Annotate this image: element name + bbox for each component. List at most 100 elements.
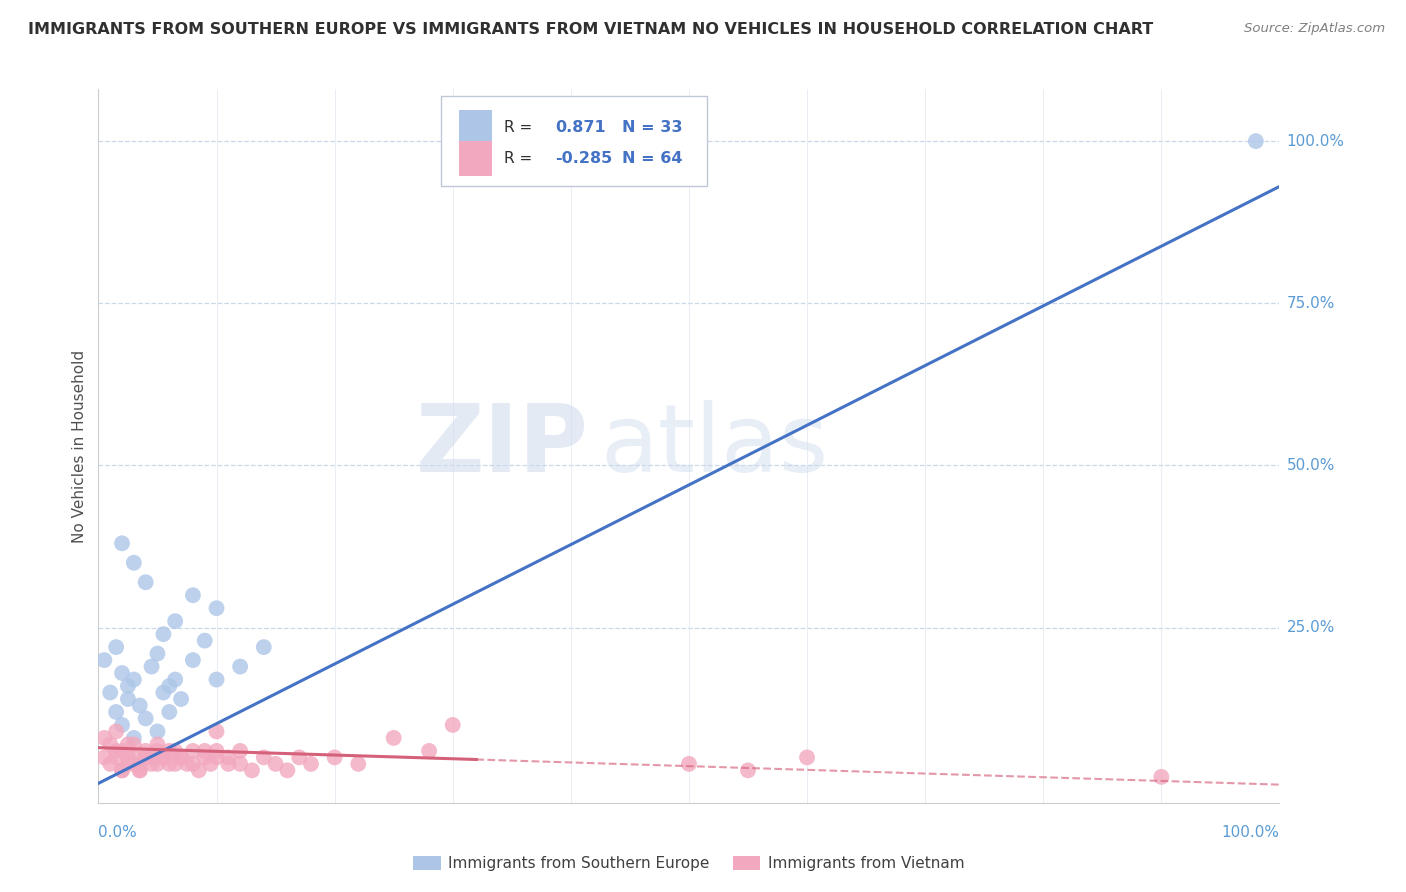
Point [382, 731, 405, 745]
Point [217, 756, 239, 771]
Point [264, 756, 287, 771]
Point [181, 756, 204, 771]
Point [146, 738, 169, 752]
Point [111, 764, 134, 778]
Point [128, 698, 150, 713]
Point [122, 738, 145, 752]
Point [128, 764, 150, 778]
Point [1244, 134, 1267, 148]
FancyBboxPatch shape [458, 110, 492, 145]
Point [157, 756, 180, 771]
Point [157, 679, 180, 693]
Text: IMMIGRANTS FROM SOUTHERN EUROPE VS IMMIGRANTS FROM VIETNAM NO VEHICLES IN HOUSEH: IMMIGRANTS FROM SOUTHERN EUROPE VS IMMIG… [28, 22, 1153, 37]
Point [152, 750, 174, 764]
Point [205, 724, 228, 739]
Point [205, 601, 228, 615]
Point [135, 711, 157, 725]
Point [165, 614, 187, 628]
Point [157, 705, 180, 719]
Text: 100.0%: 100.0% [1222, 825, 1279, 840]
Point [796, 750, 818, 764]
Point [111, 536, 134, 550]
Point [187, 764, 209, 778]
FancyBboxPatch shape [458, 141, 492, 176]
Point [93, 653, 115, 667]
Point [117, 756, 139, 771]
Point [205, 750, 228, 764]
Point [323, 750, 346, 764]
Point [194, 744, 217, 758]
Point [122, 556, 145, 570]
Point [117, 738, 139, 752]
Point [240, 764, 263, 778]
Point [98, 685, 121, 699]
Point [165, 673, 187, 687]
Point [105, 750, 128, 764]
Point [122, 673, 145, 687]
Point [299, 756, 322, 771]
Point [170, 692, 193, 706]
Point [141, 756, 163, 771]
Point [111, 764, 134, 778]
Point [229, 659, 252, 673]
Point [146, 647, 169, 661]
Point [288, 750, 311, 764]
Legend: Immigrants from Southern Europe, Immigrants from Vietnam: Immigrants from Southern Europe, Immigra… [408, 850, 970, 877]
Text: 0.871: 0.871 [555, 120, 606, 135]
Point [105, 744, 128, 758]
Point [93, 750, 115, 764]
Point [117, 750, 139, 764]
Text: ZIP: ZIP [416, 400, 589, 492]
Point [205, 744, 228, 758]
Point [176, 756, 198, 771]
Point [141, 659, 163, 673]
Text: R =: R = [503, 120, 531, 135]
Point [111, 718, 134, 732]
Point [146, 744, 169, 758]
Point [98, 756, 121, 771]
Text: Source: ZipAtlas.com: Source: ZipAtlas.com [1244, 22, 1385, 36]
Point [146, 724, 169, 739]
Point [122, 756, 145, 771]
Point [146, 756, 169, 771]
Point [152, 627, 174, 641]
Point [194, 750, 217, 764]
Text: R =: R = [503, 151, 531, 166]
Text: 100.0%: 100.0% [1286, 134, 1344, 149]
Point [141, 750, 163, 764]
Point [152, 685, 174, 699]
Point [105, 640, 128, 654]
Point [181, 653, 204, 667]
Point [122, 750, 145, 764]
Point [117, 679, 139, 693]
Point [111, 666, 134, 681]
Point [253, 640, 276, 654]
Point [93, 731, 115, 745]
Point [128, 756, 150, 771]
Text: N = 64: N = 64 [621, 151, 682, 166]
Point [347, 756, 370, 771]
Point [135, 750, 157, 764]
Point [253, 750, 276, 764]
Point [117, 692, 139, 706]
Text: 75.0%: 75.0% [1286, 296, 1334, 310]
Point [135, 750, 157, 764]
Point [737, 764, 759, 778]
Text: atlas: atlas [600, 400, 828, 492]
Point [181, 588, 204, 602]
Point [441, 718, 464, 732]
Point [98, 738, 121, 752]
Point [170, 750, 193, 764]
Point [135, 744, 157, 758]
Point [229, 756, 252, 771]
Point [194, 633, 217, 648]
Point [105, 705, 128, 719]
Point [157, 744, 180, 758]
Point [205, 673, 228, 687]
Text: 0.0%: 0.0% [98, 825, 138, 840]
Point [181, 744, 204, 758]
Text: 50.0%: 50.0% [1286, 458, 1334, 473]
FancyBboxPatch shape [441, 96, 707, 186]
Point [170, 750, 193, 764]
Point [111, 744, 134, 758]
